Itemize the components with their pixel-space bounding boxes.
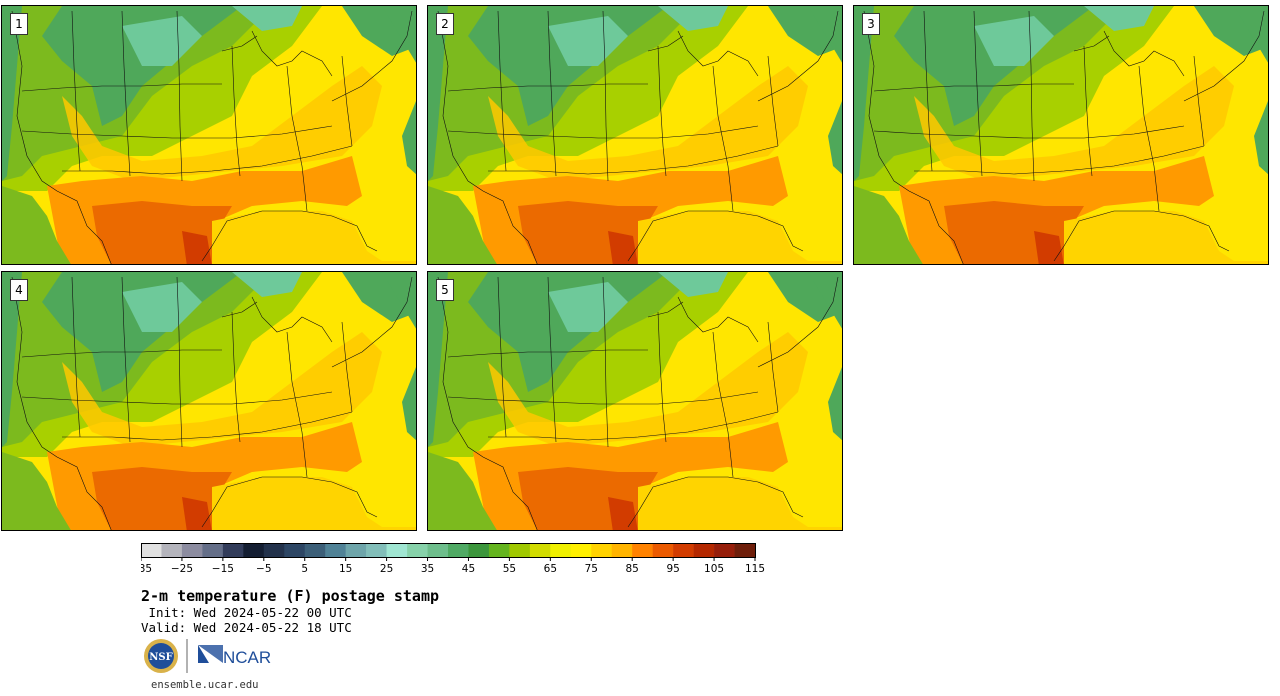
colorbar-cell <box>591 543 613 557</box>
ncar-logo: NCAR <box>198 645 271 667</box>
map-panel-2: 2 <box>427 5 843 265</box>
colorbar-cell <box>284 543 306 557</box>
colorbar-tick-label: 85 <box>626 563 639 575</box>
temperature-colorbar: −35 −25 −15 −5 5 15 25 35 45 55 65 75 85 95 105 115 <box>141 543 765 575</box>
colorbar-tick-label: 35 <box>421 563 434 575</box>
temperature-map-1 <box>2 6 417 265</box>
temperature-map-3 <box>854 6 1269 265</box>
colorbar-cell <box>611 543 633 557</box>
colorbar-tick-label: 95 <box>666 563 679 575</box>
colorbar-cell <box>181 543 203 557</box>
figure-title: 2-m temperature (F) postage stamp <box>141 587 440 605</box>
colorbar-cell <box>550 543 572 557</box>
colorbar-tick-label: −5 <box>256 563 271 575</box>
colorbar-cell <box>529 543 551 557</box>
map-panel-1: 1 <box>1 5 417 265</box>
colorbar-cell <box>570 543 592 557</box>
ncar-logo-text: NCAR <box>223 648 271 667</box>
colorbar-tick-label: 115 <box>745 563 765 575</box>
map-panel-3: 3 <box>853 5 1269 265</box>
colorbar-cell <box>407 543 428 557</box>
colorbar-tick-label: 55 <box>503 563 516 575</box>
temperature-map-5 <box>428 272 843 531</box>
valid-time: Valid: Wed 2024-05-22 18 UTC <box>141 620 352 635</box>
colorbar-cell <box>141 543 162 557</box>
colorbar-tick-label: 105 <box>704 563 724 575</box>
colorbar-cell <box>366 543 387 557</box>
colorbar-cell <box>325 543 346 557</box>
colorbar-tick-label: 65 <box>544 563 557 575</box>
member-label-5: 5 <box>436 279 454 301</box>
colorbar-cell <box>448 543 469 557</box>
colorbar-cell <box>161 543 183 557</box>
colorbar-cell <box>202 543 224 557</box>
member-label-4: 4 <box>10 279 28 301</box>
colorbar-cell <box>488 543 510 557</box>
colorbar-tick-label: −25 <box>171 563 193 575</box>
colorbar-tick-label: −15 <box>212 563 234 575</box>
temperature-map-2 <box>428 6 843 265</box>
member-label-2: 2 <box>436 13 454 35</box>
colorbar-tick-label: 5 <box>301 563 308 575</box>
member-label-3: 3 <box>862 13 880 35</box>
colorbar-tick-label: 25 <box>380 563 393 575</box>
sponsor-logos: NSF NCAR <box>144 639 271 673</box>
map-panel-5: 5 <box>427 271 843 531</box>
colorbar-tick-label: −35 <box>141 563 152 575</box>
colorbar-cell <box>468 543 490 557</box>
nsf-logo-text: NSF <box>149 652 172 663</box>
colorbar-cell <box>345 543 367 557</box>
colorbar-cell <box>427 543 449 557</box>
colorbar-cell <box>509 543 531 557</box>
init-time: Init: Wed 2024-05-22 00 UTC <box>141 605 352 620</box>
colorbar-cell <box>632 543 653 557</box>
colorbar-cell <box>714 543 735 557</box>
colorbar-cell <box>673 543 694 557</box>
colorbar-cell <box>693 543 715 557</box>
colorbar-cell <box>222 543 244 557</box>
website-url: ensemble.ucar.edu <box>151 679 259 691</box>
colorbar-cell <box>734 543 756 557</box>
colorbar-cell <box>652 543 674 557</box>
colorbar-cell <box>243 543 265 557</box>
temperature-map-4 <box>2 272 417 531</box>
colorbar-tick-label: 15 <box>339 563 352 575</box>
nsf-logo: NSF <box>144 639 178 673</box>
colorbar-cell <box>263 543 285 557</box>
map-panel-4: 4 <box>1 271 417 531</box>
member-label-1: 1 <box>10 13 28 35</box>
colorbar-tick-label: 45 <box>462 563 475 575</box>
colorbar-tick-label: 75 <box>585 563 598 575</box>
colorbar-cell <box>386 543 408 557</box>
colorbar-cell <box>304 543 326 557</box>
